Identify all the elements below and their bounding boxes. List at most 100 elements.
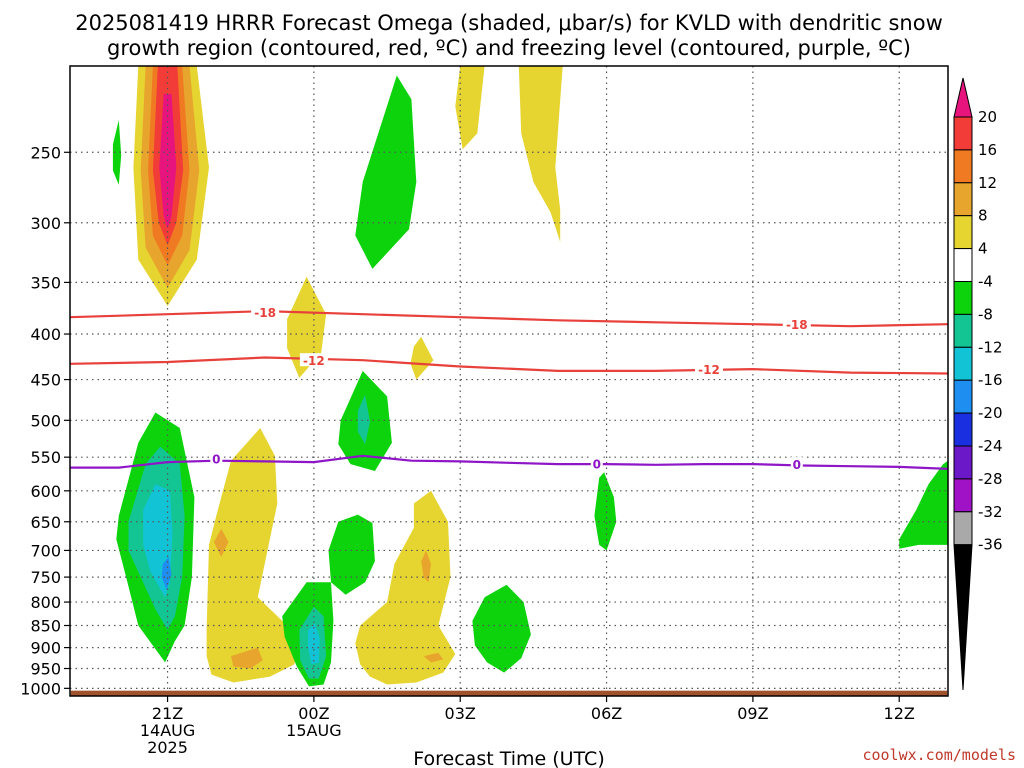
x-axis-label: Forecast Time (UTC) [413, 748, 604, 768]
colorbar-label: -16 [978, 371, 1003, 389]
colorbar-segment [953, 412, 973, 447]
omega-area-27 [472, 584, 531, 673]
omega-area-5 [112, 120, 122, 185]
isotherm-contours: -18 -18 -12 -12 0 0 0 [69, 305, 949, 472]
isotherm-label: -12 [698, 363, 720, 377]
colorbar-segment [953, 281, 973, 315]
colorbar-label: 12 [978, 174, 997, 192]
y-tick-label: 900 [30, 639, 61, 658]
y-tick-label: 300 [30, 214, 61, 233]
colorbar-segment [953, 182, 973, 217]
y-tick-label: 1000 [20, 679, 61, 698]
colorbar-segment [953, 215, 973, 250]
colorbar-label: -24 [978, 437, 1003, 455]
x-tick-label: 12Z [884, 704, 915, 723]
omega-area-24 [355, 490, 456, 685]
x-tick-label: 00Z [298, 704, 329, 723]
y-tick-label: 650 [30, 513, 61, 532]
colorbar-segment [953, 313, 973, 348]
x-tick-label: 03Z [445, 704, 476, 723]
y-tick-label: 700 [30, 541, 61, 560]
colorbar-label: 4 [978, 240, 988, 258]
omega-area-28 [594, 472, 617, 551]
omega-area-7 [455, 66, 485, 150]
colorbar-label: 16 [978, 141, 997, 159]
colorbar-label: -32 [978, 503, 1003, 521]
y-tick-label: 950 [30, 660, 61, 679]
colorbar-segment [953, 379, 973, 414]
x-tick-label: 14AUG [140, 721, 195, 740]
isotherm-label: 0 [212, 453, 220, 467]
isotherm-label-bg [790, 457, 803, 471]
omega-area-23 [328, 514, 375, 595]
isotherm-label: -18 [254, 306, 276, 320]
colorbar-label: -20 [978, 404, 1003, 422]
isotherm-label: 0 [793, 458, 801, 472]
x-tick-label: 21Z [152, 704, 183, 723]
chart-title-line1: 2025081419 HRRR Forecast Omega (shaded, … [75, 11, 943, 35]
isotherm-label-bg [694, 362, 723, 376]
colorbar-segment [953, 445, 973, 480]
x-tick-label: 15AUG [286, 721, 341, 740]
x-tick-label: 2025 [147, 738, 188, 757]
omega-shading [112, 66, 948, 687]
colorbar-label: -12 [978, 338, 1003, 356]
colorbar-label: -8 [978, 305, 993, 323]
isotherm-label: -18 [786, 318, 808, 332]
credit-text: coolwx.com/models [862, 746, 1016, 764]
colorbar-label: -36 [978, 536, 1003, 554]
y-tick-label: 450 [30, 371, 61, 390]
omega-area-29 [899, 460, 948, 549]
colorbar-segment [953, 511, 973, 546]
colorbar-label: -28 [978, 470, 1003, 488]
colorbar-segment [953, 116, 973, 151]
y-tick-label: 400 [30, 325, 61, 344]
colorbar-segment-top [953, 77, 973, 118]
omega-area-4 [159, 94, 177, 230]
y-tick-label: 500 [30, 411, 61, 430]
omega-area-9 [287, 276, 327, 378]
y-axis-ticks: 250 300 350 400 450 500 550 600 650 700 750 800 850 9… [20, 143, 70, 698]
isotherm-label-bg [299, 353, 328, 367]
plot-border [69, 65, 949, 697]
x-tick-label: 06Z [591, 704, 622, 723]
y-tick-label: 800 [30, 593, 61, 612]
omega-area-8 [518, 66, 563, 242]
colorbar-label: 8 [978, 207, 988, 225]
omega-area-25 [421, 550, 431, 583]
colorbar-segment-bottom [953, 544, 973, 691]
omega-area-16 [161, 557, 172, 590]
omega-area-26 [423, 652, 444, 663]
plot-area: -18 -18 -12 -12 0 0 0 [69, 65, 949, 697]
y-tick-label: 850 [30, 616, 61, 635]
colorbar-label: -4 [978, 273, 993, 291]
x-tick-label: 09Z [737, 704, 768, 723]
isotherm-label-bg [782, 317, 811, 331]
y-tick-label: 600 [30, 482, 61, 501]
y-tick-label: 350 [30, 273, 61, 292]
omega-area-12 [357, 394, 370, 445]
colorbar-segment [953, 149, 973, 184]
isotherm-label-bg [210, 451, 223, 465]
omega-area-17 [206, 428, 300, 683]
chart-title-line2: growth region (contoured, red, ºC) and f… [107, 36, 911, 60]
isotherm-line [69, 356, 949, 375]
y-tick-label: 250 [30, 143, 61, 162]
colorbar-label: 20 [978, 108, 997, 126]
colorbar-segment [953, 248, 973, 283]
y-tick-label: 750 [30, 568, 61, 587]
isotherm-label-bg [590, 456, 603, 470]
y-tick-label: 550 [30, 448, 61, 467]
colorbar-segment [953, 478, 973, 513]
omega-area-18 [213, 528, 229, 557]
isotherm-label-bg [251, 305, 280, 319]
ground-surface [70, 690, 948, 696]
colorbar-segment [953, 346, 973, 381]
omega-area-19 [231, 647, 263, 669]
isotherm-label: 0 [593, 457, 601, 471]
omega-area-6 [355, 75, 417, 269]
omega-area-10 [410, 336, 434, 380]
colorbar: 20 16 12 8 4 -4 -8 -12 -16 -20 -24 -28 -32 -36 [953, 77, 1003, 691]
